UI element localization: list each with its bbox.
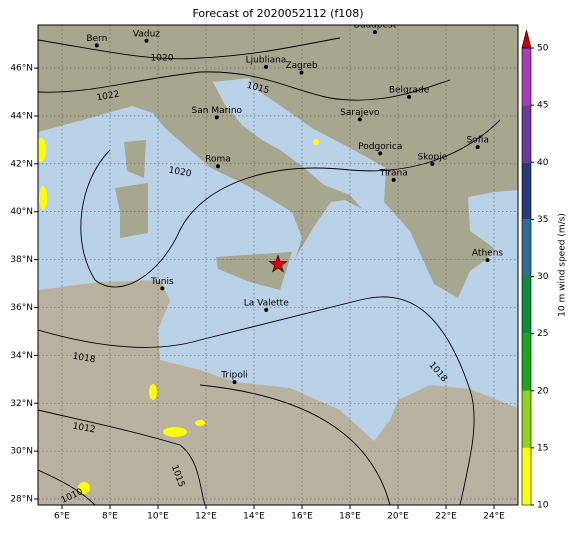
city-label: Tirana xyxy=(379,168,408,178)
city-label: Tripoli xyxy=(220,370,248,380)
colorbar-tick-label: 35 xyxy=(537,215,548,225)
x-tick-label: 22°E xyxy=(435,512,457,522)
isobar-label: 1018 xyxy=(72,352,97,366)
location-marker xyxy=(268,254,288,273)
land-africa xyxy=(38,280,518,505)
title: Forecast of 2020052112 (f108) xyxy=(192,7,363,20)
colorbar-tick-label: 30 xyxy=(537,272,549,282)
colorbar-label: 10 m wind speed (m/s) xyxy=(558,213,568,317)
colorbar-tick-label: 25 xyxy=(537,329,548,339)
city-dot xyxy=(144,38,149,43)
isobars xyxy=(38,37,501,505)
city-dot xyxy=(94,43,99,48)
city-label: Vaduz xyxy=(133,29,160,39)
colorbar-tick-label: 10 xyxy=(537,501,549,511)
y-tick-label: 36°N xyxy=(10,303,33,313)
y-tick-label: 38°N xyxy=(10,255,33,265)
city-label: Podgorica xyxy=(358,142,402,152)
x-tick-label: 6°E xyxy=(54,512,70,522)
city-label: Zagreb xyxy=(285,61,317,71)
city-label: Budapest xyxy=(354,21,397,31)
colorbar-bin xyxy=(522,105,531,163)
y-tick-label: 28°N xyxy=(10,495,33,505)
y-tick-label: 34°N xyxy=(10,351,33,361)
colorbar-bin xyxy=(522,390,531,448)
colorbar: 10 15 20 25 30 35 40 45 50 xyxy=(521,29,549,511)
x-tick-label: 14°E xyxy=(243,512,265,522)
city-dot xyxy=(214,115,219,120)
wind-areas xyxy=(38,138,319,494)
city-dot xyxy=(264,307,269,312)
city-dot xyxy=(216,164,220,169)
y-tick-label: 40°N xyxy=(10,207,33,217)
colorbar-tick-label: 45 xyxy=(537,101,548,111)
city-label: Athens xyxy=(472,249,503,259)
city-dot xyxy=(264,64,268,69)
city-label: Roma xyxy=(205,155,231,165)
city-label: Ljubliana xyxy=(246,55,287,65)
city-label: Bern xyxy=(86,34,107,44)
city-label: La Valette xyxy=(244,298,289,308)
isobar-label: 1020 xyxy=(168,166,193,180)
city-dot xyxy=(475,145,480,150)
corsica xyxy=(124,140,146,178)
city-dot xyxy=(372,30,377,35)
colorbar-bin xyxy=(522,333,531,391)
city-dot xyxy=(299,70,304,75)
city-dot xyxy=(232,379,237,384)
colorbar-bin xyxy=(522,447,531,505)
city-label: Sarajevo xyxy=(340,108,380,118)
colorbar-tick-label: 20 xyxy=(537,386,549,396)
city-label: San Marino xyxy=(192,106,243,116)
y-tick-label: 32°N xyxy=(10,399,33,409)
colorbar-bin xyxy=(522,162,531,220)
city-dot xyxy=(430,161,435,166)
colorbar-tick-label: 50 xyxy=(537,44,549,54)
x-tick-label: 10°E xyxy=(147,512,169,522)
city-label: Tunis xyxy=(150,277,174,287)
y-tick-label: 44°N xyxy=(10,111,33,121)
city-dot xyxy=(485,258,490,263)
graticule xyxy=(38,25,518,505)
x-tick-label: 16°E xyxy=(291,512,313,522)
colorbar-tick-label: 40 xyxy=(537,158,549,168)
x-tick-label: 18°E xyxy=(339,512,361,522)
colorbar-bin xyxy=(522,219,531,277)
isobar-label: 1020 xyxy=(151,54,174,64)
colorbar-tick-label: 15 xyxy=(537,443,548,453)
x-tick-label: 8°E xyxy=(102,512,118,522)
x-tick-label: 24°E xyxy=(483,512,505,522)
sardinia xyxy=(115,183,148,238)
city-dot xyxy=(407,94,412,99)
city-dot xyxy=(391,177,396,182)
map-frame xyxy=(37,24,519,506)
x-tick-label: 12°E xyxy=(195,512,217,522)
colorbar-bin xyxy=(522,276,531,334)
x-tick-label: 20°E xyxy=(387,512,409,522)
y-tick-label: 42°N xyxy=(10,159,33,169)
isobar-label: 1022 xyxy=(96,90,120,104)
city-dot xyxy=(357,117,362,122)
y-tick-label: 30°N xyxy=(10,447,33,457)
colorbar-bin xyxy=(522,48,531,106)
city-dot xyxy=(160,286,165,291)
colorbar-extend xyxy=(521,29,532,49)
isobar-label: 1012 xyxy=(72,422,96,436)
y-tick-label: 46°N xyxy=(10,64,33,74)
city-label: Belgrade xyxy=(389,85,430,95)
city-label: Sofia xyxy=(466,136,488,146)
city-label: Skopje xyxy=(417,152,447,162)
map-area: 102010221015102010181018101210151010Bern… xyxy=(38,21,518,505)
city-dot xyxy=(378,151,383,156)
